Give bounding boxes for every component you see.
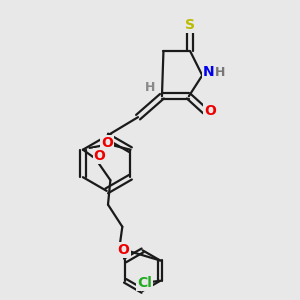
Text: O: O	[101, 136, 113, 150]
Text: N: N	[203, 65, 214, 80]
Text: H: H	[145, 81, 155, 94]
Text: O: O	[94, 149, 106, 163]
Text: O: O	[204, 104, 216, 118]
Text: S: S	[185, 18, 195, 32]
Text: O: O	[118, 243, 130, 257]
Text: H: H	[215, 66, 225, 79]
Text: Cl: Cl	[137, 276, 152, 290]
